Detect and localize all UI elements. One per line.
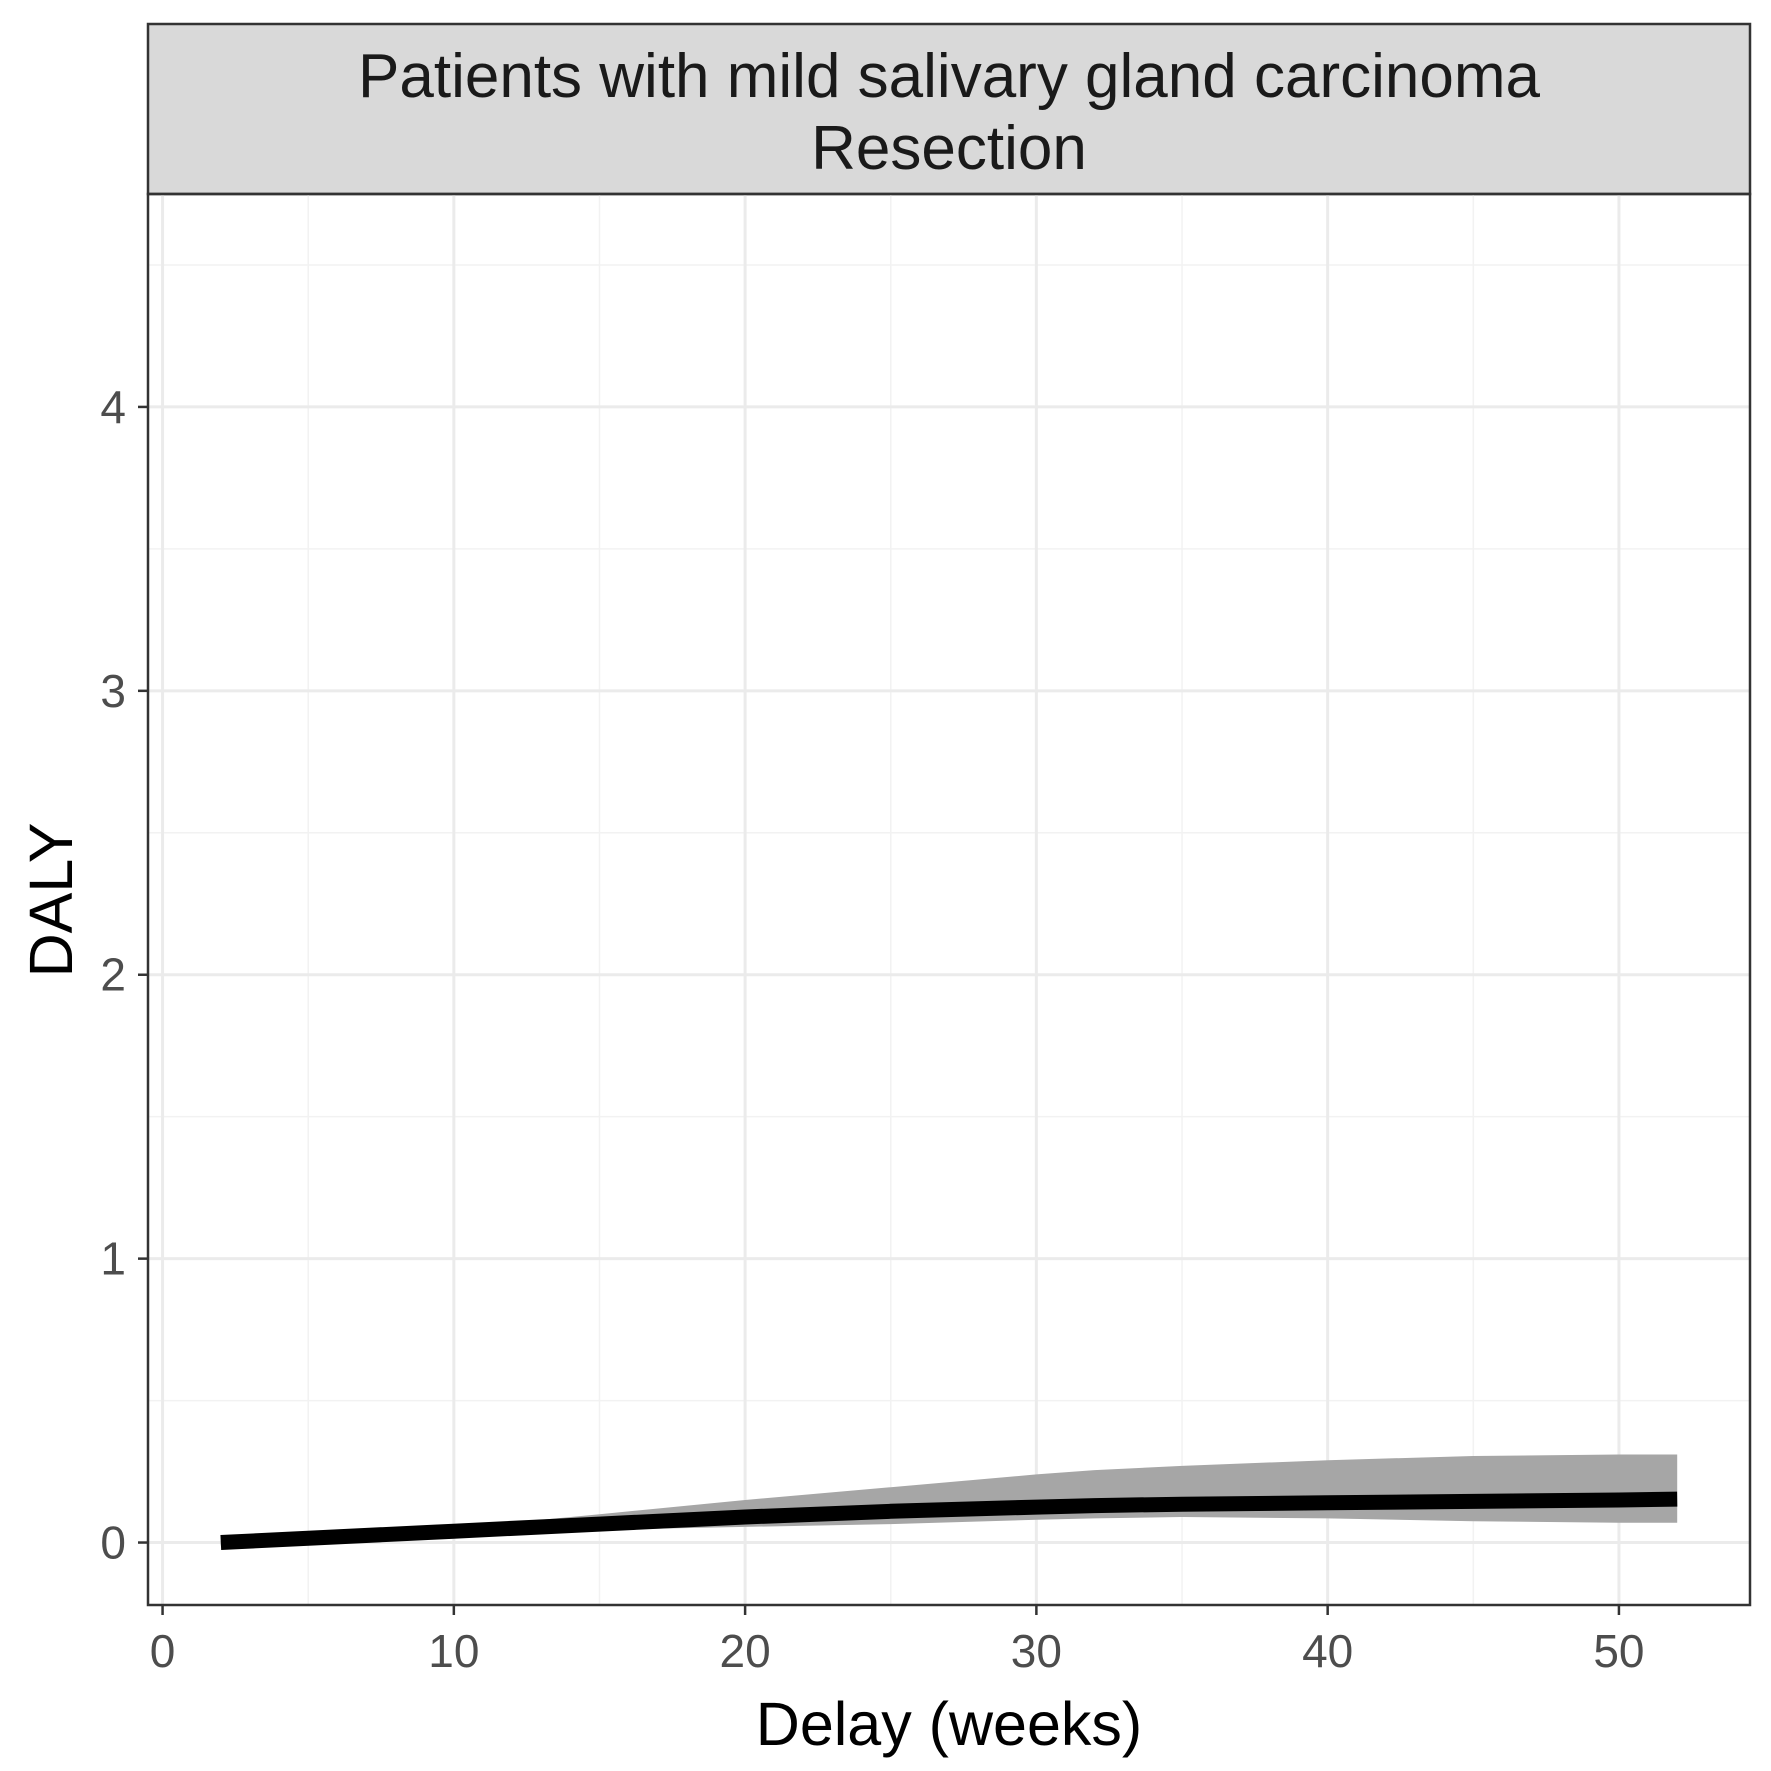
x-tick-label: 20 bbox=[720, 1625, 771, 1677]
y-tick-label: 3 bbox=[100, 665, 126, 717]
x-tick-label: 50 bbox=[1593, 1625, 1644, 1677]
chart-marks bbox=[220, 1454, 1678, 1550]
y-tick-label: 0 bbox=[100, 1517, 126, 1569]
panel-border bbox=[146, 192, 1752, 1607]
y-tick-label: 2 bbox=[100, 949, 126, 1001]
x-axis-title: Delay (weeks) bbox=[756, 1690, 1142, 1758]
x-tick-label: 30 bbox=[1011, 1625, 1062, 1677]
x-tick-label: 40 bbox=[1302, 1625, 1353, 1677]
y-tick-label: 1 bbox=[100, 1233, 126, 1285]
y-axis-title: DALY bbox=[17, 823, 85, 978]
grid-minor bbox=[148, 194, 1750, 1605]
plot-panel bbox=[146, 192, 1752, 1607]
y-axis: 0 1 2 3 4 bbox=[100, 381, 148, 1569]
x-axis: 0 10 20 30 40 50 bbox=[150, 1605, 1645, 1677]
strip-title-line-1: Patients with mild salivary gland carcin… bbox=[358, 42, 1540, 111]
grid-major bbox=[148, 194, 1750, 1605]
strip: Patients with mild salivary gland carcin… bbox=[146, 22, 1752, 196]
x-tick-label: 10 bbox=[428, 1625, 479, 1677]
series-line bbox=[220, 1491, 1678, 1550]
y-tick-label: 4 bbox=[100, 381, 126, 433]
strip-background bbox=[146, 22, 1752, 196]
strip-title-line-2: Resection bbox=[811, 114, 1087, 183]
x-tick-label: 0 bbox=[150, 1625, 176, 1677]
